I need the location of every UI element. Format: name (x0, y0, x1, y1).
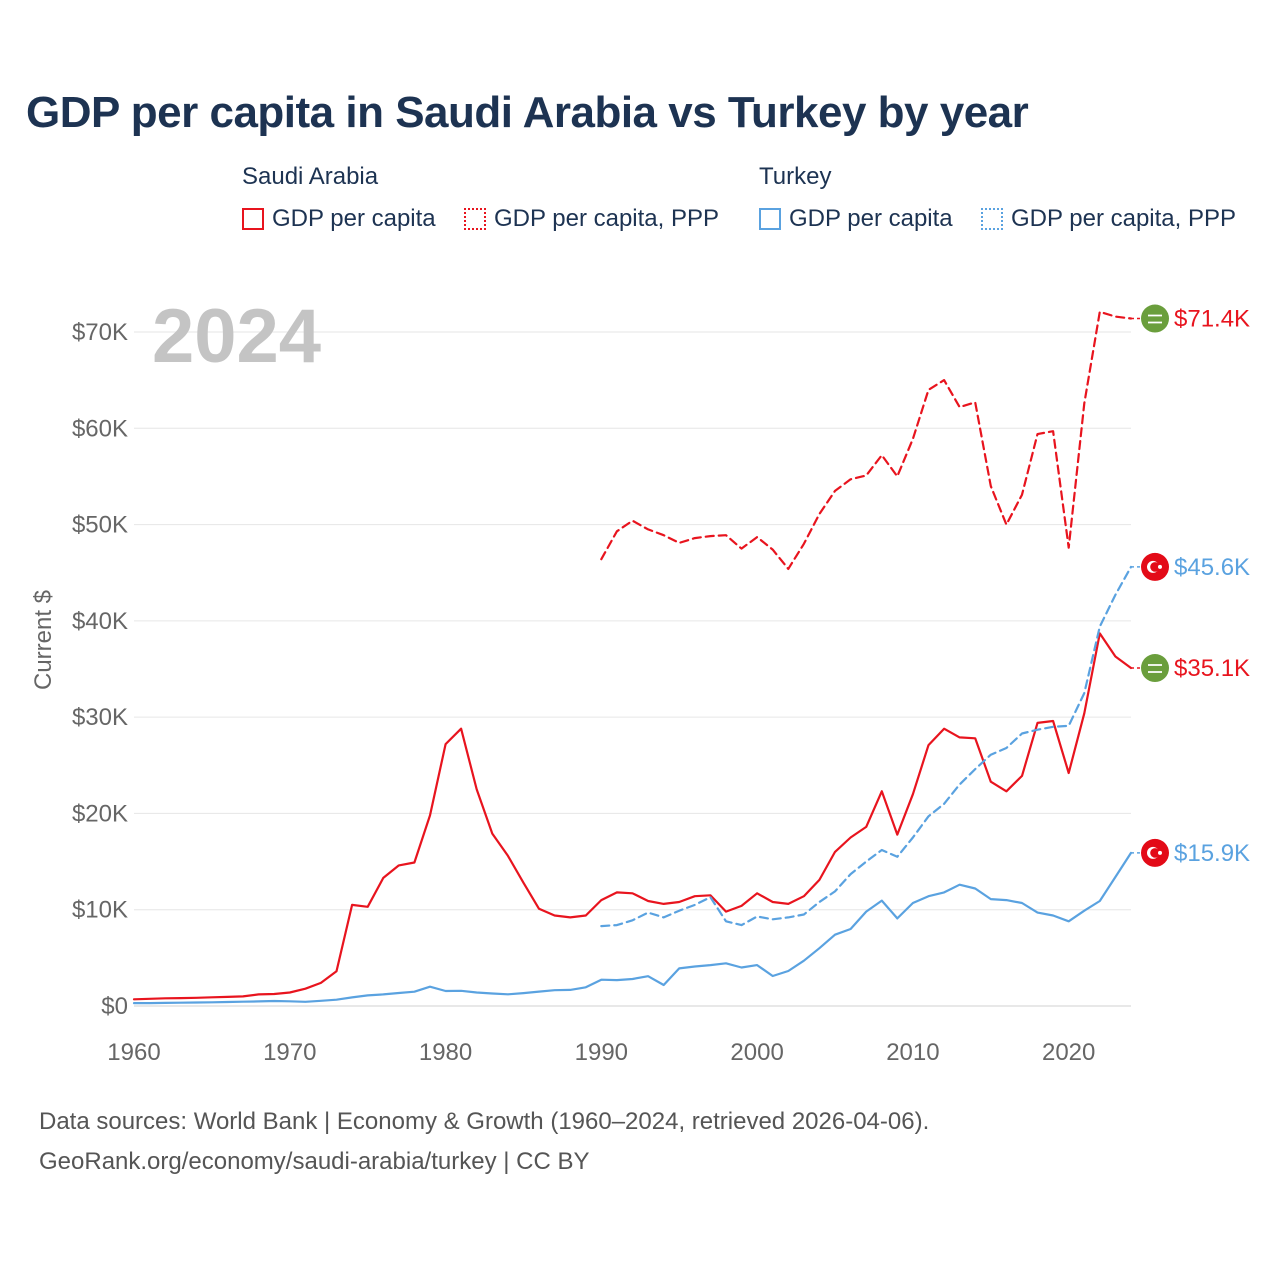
legend-label-turkey-gdp-ppp: GDP per capita, PPP (1011, 205, 1236, 232)
turkey-star-icon (1158, 564, 1162, 569)
series-line-turkey-gdp-per-capita[interactable] (132, 851, 1133, 1005)
y-tick-label: $20K (72, 800, 128, 827)
year-watermark: 2024 (152, 294, 321, 379)
chart-title: GDP per capita in Saudi Arabia vs Turkey… (26, 88, 1029, 137)
y-tick-label: $30K (72, 704, 128, 731)
x-tick-label: 1990 (575, 1039, 628, 1066)
y-tick-label: $10K (72, 897, 128, 924)
legend-swatch-turkey-solid (759, 208, 781, 230)
legend-label-saudi-gdp: GDP per capita (272, 205, 436, 232)
legend-swatch-turkey-dotted (981, 208, 1003, 230)
saudi-flag-emblem-icon (1148, 664, 1162, 673)
x-tick-label: 1980 (419, 1039, 472, 1066)
legend-item-turkey-gdp-ppp[interactable]: GDP per capita, PPP (981, 205, 1236, 233)
legend-item-saudi-gdp[interactable]: GDP per capita (242, 205, 436, 233)
x-tick-label: 1970 (263, 1039, 316, 1066)
end-value-label: $15.9K (1174, 840, 1250, 867)
legend-item-saudi-gdp-ppp[interactable]: GDP per capita, PPP (464, 205, 719, 233)
y-tick-label: $60K (72, 415, 128, 442)
y-axis-label: Current $ (30, 590, 57, 690)
legend-group-saudi-arabia: Saudi Arabia (242, 163, 379, 190)
y-tick-label: $0 (101, 993, 128, 1020)
saudi-flag-icon (1141, 304, 1169, 333)
series-line-saudi-arabia-gdp-per-capita[interactable] (132, 632, 1133, 1001)
end-labels-layer: $35.1K $71.4K $15.9K $45.6K (1131, 304, 1250, 867)
turkey-star-icon (1158, 850, 1162, 855)
legend-swatch-saudi-dotted (464, 208, 486, 230)
legend-label-turkey-gdp: GDP per capita (789, 205, 953, 232)
source-url[interactable]: GeoRank.org/economy/saudi-arabia/turkey … (39, 1148, 590, 1175)
grid-layer: $0 $10K $20K $30K $40K $50K $60K $70K 1960 1970 19… (72, 319, 1131, 1066)
legend-swatch-saudi-solid (242, 208, 264, 230)
y-tick-label: $70K (72, 319, 128, 346)
source-text: Data sources: World Bank | Economy & Gro… (39, 1108, 930, 1135)
legend-label-saudi-gdp-ppp: GDP per capita, PPP (494, 205, 719, 232)
end-value-label: $35.1K (1174, 655, 1250, 682)
x-tick-label: 2020 (1042, 1039, 1095, 1066)
x-tick-label: 2010 (886, 1039, 939, 1066)
end-value-label: $71.4K (1174, 306, 1250, 333)
y-tick-label: $50K (72, 512, 128, 539)
turkey-crescent-cut-icon (1150, 848, 1160, 858)
end-value-label: $45.6K (1174, 554, 1250, 581)
y-tick-label: $40K (72, 608, 128, 635)
lines-layer (132, 310, 1133, 1005)
legend-item-turkey-gdp[interactable]: GDP per capita (759, 205, 953, 233)
x-tick-label: 1960 (107, 1039, 160, 1066)
legend-group-turkey: Turkey (759, 163, 832, 190)
saudi-flag-emblem-icon (1148, 314, 1162, 324)
series-line-saudi-arabia-gdp-per-capita-ppp[interactable] (600, 310, 1133, 570)
saudi-flag-icon (1141, 654, 1169, 683)
x-tick-label: 2000 (730, 1039, 783, 1066)
series-line-turkey-gdp-per-capita-ppp[interactable] (600, 565, 1133, 928)
turkey-crescent-cut-icon (1150, 562, 1160, 572)
